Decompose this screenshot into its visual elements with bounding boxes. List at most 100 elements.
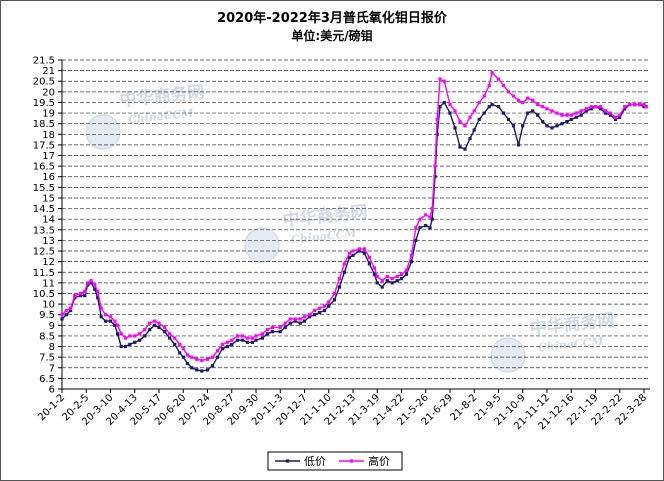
y-tick-label: 9	[49, 321, 55, 332]
data-point-high	[593, 105, 598, 109]
data-point-high	[380, 279, 384, 283]
globe-icon	[85, 114, 121, 150]
data-point-high	[521, 100, 525, 105]
data-point-high	[560, 113, 564, 117]
data-point-low	[541, 120, 545, 124]
data-point-low	[531, 109, 535, 113]
data-point-low	[69, 308, 73, 313]
data-point-low	[603, 111, 608, 115]
watermark-2: 中华商务网 ChinaCCM	[244, 201, 368, 263]
data-point-high	[545, 107, 549, 111]
data-point-low	[195, 368, 199, 372]
data-point-low	[623, 107, 627, 111]
data-point-low	[490, 103, 494, 107]
data-point-high	[288, 317, 292, 321]
data-point-high	[64, 308, 68, 313]
legend-marker-low	[285, 459, 290, 463]
data-point-high	[245, 336, 249, 340]
data-point-low	[116, 332, 120, 336]
data-point-high	[550, 109, 554, 113]
data-point-low	[438, 105, 442, 109]
data-point-low	[302, 319, 307, 323]
data-point-low	[608, 113, 613, 117]
y-tick-label: 7	[49, 363, 55, 374]
data-point-high	[433, 164, 437, 168]
data-point-high	[73, 294, 77, 298]
data-point-low	[96, 296, 100, 300]
data-point-high	[116, 323, 120, 327]
data-point-low	[430, 217, 434, 221]
data-point-low	[342, 270, 346, 274]
data-point-low	[123, 344, 128, 349]
data-point-high	[375, 274, 379, 279]
data-point-high	[448, 103, 452, 107]
data-point-low	[148, 328, 152, 332]
data-point-low	[418, 226, 422, 230]
data-point-low	[372, 272, 376, 276]
legend-marker-high	[349, 459, 354, 463]
data-point-low	[516, 143, 521, 147]
y-tick-label: 18	[42, 130, 55, 141]
data-point-low	[574, 115, 578, 119]
data-point-low	[265, 332, 269, 336]
data-point-high	[230, 338, 234, 342]
data-point-high	[153, 319, 157, 323]
data-point-high	[138, 332, 142, 336]
data-point-low	[157, 325, 161, 329]
data-point-high	[298, 317, 302, 321]
data-point-low	[60, 317, 64, 321]
legend-box	[267, 451, 403, 471]
y-axis: 21.52120.52019.51918.51817.51716.51615.5…	[33, 56, 63, 396]
y-tick-label: 19	[42, 109, 55, 120]
data-point-low	[200, 369, 204, 373]
data-point-low	[390, 281, 394, 285]
data-point-high	[123, 336, 128, 340]
data-point-low	[128, 342, 132, 346]
y-tick-label: 12	[42, 257, 55, 268]
data-point-low	[293, 319, 297, 323]
data-point-high	[215, 349, 220, 353]
y-tick-label: 18.5	[33, 119, 55, 130]
data-point-high	[501, 83, 506, 88]
data-point-low	[565, 120, 569, 124]
data-point-high	[265, 328, 269, 332]
data-point-low	[598, 107, 603, 111]
data-point-high	[60, 313, 64, 317]
data-point-low	[477, 117, 481, 121]
y-tick-label: 10.5	[33, 289, 55, 300]
data-point-high	[424, 213, 428, 217]
data-point-low	[511, 124, 516, 128]
data-point-high	[409, 253, 414, 257]
data-point-high	[430, 207, 434, 211]
data-point-high	[250, 336, 254, 340]
data-point-low	[64, 313, 68, 317]
data-point-low	[536, 113, 540, 117]
data-point-low	[399, 277, 404, 281]
data-point-low	[119, 344, 123, 349]
data-point-low	[173, 342, 177, 346]
data-point-high	[453, 109, 457, 113]
data-point-high	[526, 96, 530, 100]
data-point-low	[178, 351, 182, 355]
y-tick-label: 15	[42, 193, 55, 204]
data-point-low	[642, 105, 646, 109]
data-point-low	[93, 287, 97, 291]
data-point-low	[526, 111, 530, 115]
data-point-high	[531, 98, 535, 102]
data-point-low	[307, 315, 312, 319]
data-point-high	[143, 328, 147, 332]
data-point-low	[225, 344, 230, 349]
y-tick-label: 20	[42, 87, 55, 98]
data-point-high	[395, 274, 399, 279]
data-point-high	[458, 120, 462, 124]
data-point-high	[108, 315, 113, 319]
data-point-high	[283, 321, 287, 325]
y-tick-label: 11	[42, 278, 55, 289]
y-tick-label: 14.5	[33, 204, 55, 215]
data-point-high	[598, 105, 603, 109]
legend-label-low: 低价	[304, 455, 326, 468]
data-point-high	[210, 355, 215, 359]
y-tick-label: 10	[42, 300, 55, 311]
data-point-low	[288, 321, 292, 325]
